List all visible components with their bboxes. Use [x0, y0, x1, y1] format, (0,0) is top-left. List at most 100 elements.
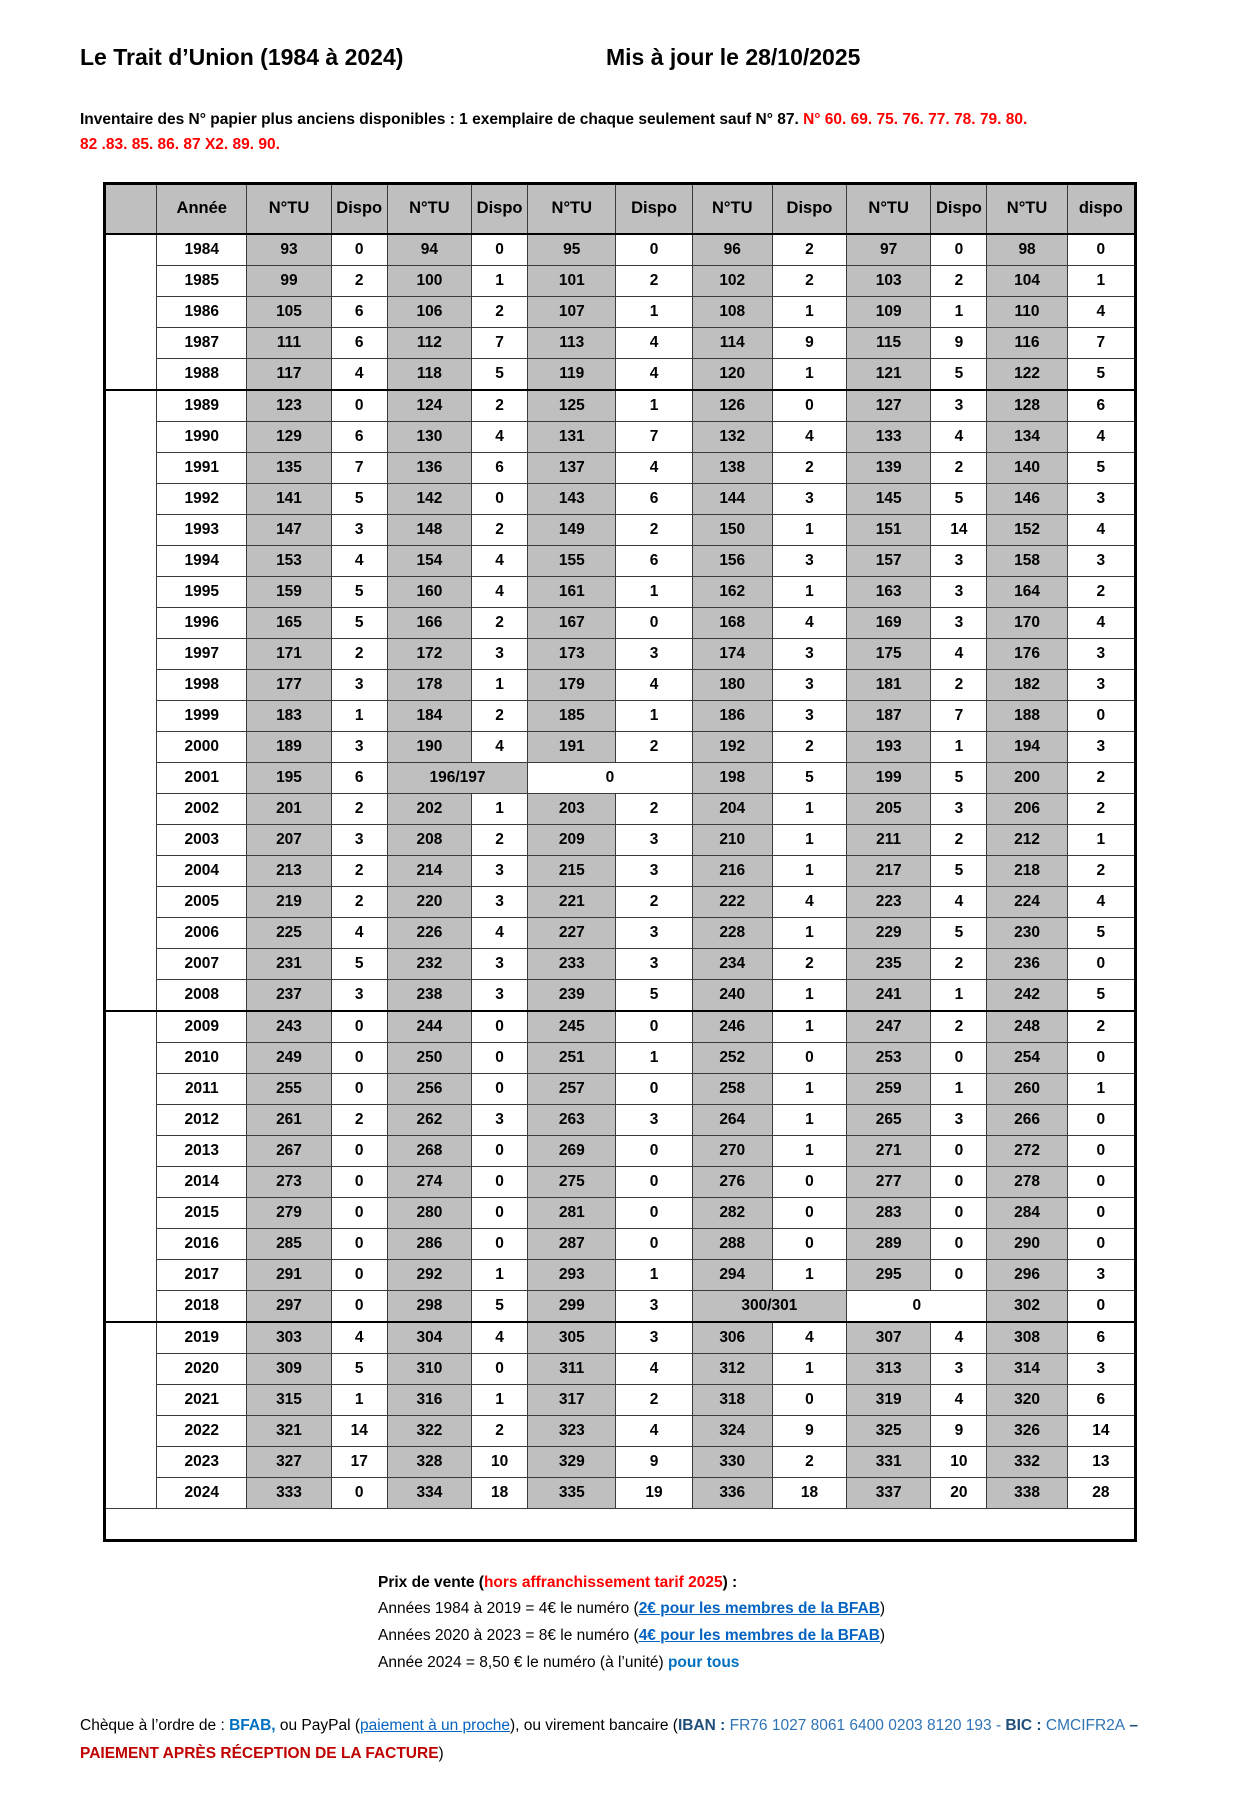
cell-numero-tu: 224 — [986, 885, 1068, 918]
cell-dispo: 5 — [930, 761, 988, 794]
cell-numero-tu: 273 — [246, 1165, 332, 1198]
cell-numero-tu: 211 — [846, 823, 932, 856]
cell-dispo: 2 — [471, 1414, 529, 1447]
cell-numero-tu: 175 — [846, 637, 932, 670]
cell-numero-tu: 130 — [386, 420, 473, 453]
cell-dispo: 2 — [615, 730, 693, 763]
table-row-1998: 1998 177 3 178 1 179 4 180 3 181 2 182 3 — [105, 668, 1137, 701]
cell-numero-tu: 165 — [246, 606, 332, 639]
cell-numero-tu: 151 — [846, 513, 932, 546]
cell-dispo: 0 — [1066, 1134, 1137, 1167]
cell-year: 1988 — [156, 357, 248, 391]
cell-numero-tu: 191 — [527, 730, 617, 763]
cell-numero-tu: 258 — [691, 1072, 773, 1105]
column-header-ntu-6: N°TU — [527, 182, 617, 235]
cell-dispo: 0 — [1066, 1227, 1137, 1260]
cell-dispo: 0 — [771, 1383, 848, 1416]
cell-numero-tu: 110 — [986, 295, 1068, 328]
cell-numero-tu: 171 — [246, 637, 332, 670]
paypal-link[interactable]: paiement à un proche — [360, 1717, 510, 1735]
cell-numero-tu: 302 — [986, 1289, 1068, 1323]
table-row-1999: 1999 183 1 184 2 185 1 186 3 187 7 188 0 — [105, 699, 1137, 732]
cell-numero-tu: 263 — [527, 1103, 617, 1136]
cell-dispo: 4 — [1066, 606, 1137, 639]
cell-dispo: 3 — [615, 1320, 693, 1354]
cell-numero-tu: 178 — [386, 668, 473, 701]
member-price-link-1984-2019[interactable]: 2€ pour les membres de la BFAB — [638, 1600, 880, 1618]
cell-year: 1989 — [156, 388, 248, 422]
cell-numero-tu: 239 — [527, 978, 617, 1012]
cell-numero-tu: 139 — [846, 451, 932, 484]
cell-numero-tu: 274 — [386, 1165, 473, 1198]
cell-numero-tu: 306 — [691, 1320, 773, 1354]
cell-numero-tu: 148 — [386, 513, 473, 546]
cell-year: 2024 — [156, 1476, 248, 1509]
cell-year: 2009 — [156, 1009, 248, 1043]
table-row-1997: 1997 171 2 172 3 173 3 174 3 175 4 176 3 — [105, 637, 1137, 670]
cell-numero-tu: 206 — [986, 792, 1068, 825]
cell-dispo: 1 — [771, 1103, 848, 1136]
column-header-ntu-12: N°TU — [986, 182, 1068, 235]
cell-dispo: 0 — [471, 1227, 529, 1260]
cell-numero-tu: 122 — [986, 357, 1068, 391]
cell-numero-tu: 333 — [246, 1476, 332, 1509]
cell-numero-tu: 317 — [527, 1383, 617, 1416]
pricing-title-end: ) : — [722, 1573, 738, 1591]
cell-dispo: 0 — [527, 761, 693, 794]
cell-dispo: 3 — [471, 1103, 529, 1136]
table-body: 1984 93 0 94 0 95 0 96 2 97 0 98 0 1985 99 2 100 1 101 2 102… — [103, 232, 1137, 1541]
cell-numero-tu: 238 — [386, 978, 473, 1012]
cell-numero-tu: 324 — [691, 1414, 773, 1447]
cell-dispo: 6 — [471, 451, 529, 484]
cell-numero-tu: 125 — [527, 388, 617, 422]
cell-numero-tu: 305 — [527, 1320, 617, 1354]
cell-dispo: 2 — [471, 388, 529, 422]
member-price-link-2020-2023[interactable]: 4€ pour les membres de la BFAB — [638, 1626, 880, 1644]
cell-dispo: 2 — [615, 264, 693, 297]
cell-dispo: 5 — [930, 357, 988, 391]
cell-dispo: 0 — [471, 232, 529, 266]
payment-bfab: BFAB, — [229, 1717, 276, 1735]
cell-year: 2001 — [156, 761, 248, 794]
cell-dispo: 3 — [330, 668, 388, 701]
cell-dispo: 5 — [330, 1352, 388, 1385]
cell-numero-tu: 212 — [986, 823, 1068, 856]
cell-dispo: 0 — [615, 606, 693, 639]
cell-dispo: 3 — [771, 699, 848, 732]
table-row-2016: 2016 285 0 286 0 287 0 288 0 289 0 290 0 — [105, 1227, 1137, 1260]
price-1984-2019: Années 1984 à 2019 = 4€ le numéro ( — [378, 1600, 639, 1618]
cell-dispo: 4 — [330, 357, 388, 391]
cell-numero-tu: 327 — [246, 1445, 332, 1478]
table-row-2008: 2008 237 3 238 3 239 5 240 1 241 1 242 5 — [105, 978, 1137, 1012]
cell-dispo: 6 — [330, 420, 388, 453]
cell-numero-tu: 107 — [527, 295, 617, 328]
cell-numero-tu: 149 — [527, 513, 617, 546]
cell-dispo: 5 — [471, 357, 529, 391]
cell-dispo: 4 — [1066, 885, 1137, 918]
table-row-1991: 1991 135 7 136 6 137 4 138 2 139 2 140 5 — [105, 451, 1137, 484]
cell-numero-tu: 244 — [386, 1009, 473, 1043]
cell-year: 1998 — [156, 668, 248, 701]
cell-dispo: 0 — [1066, 1289, 1137, 1323]
cell-dispo: 3 — [771, 668, 848, 701]
cell-dispo: 0 — [1066, 947, 1137, 980]
cell-dispo: 3 — [930, 1352, 988, 1385]
table-row-2003: 2003 207 3 208 2 209 3 210 1 211 2 212 1 — [105, 823, 1137, 856]
cell-numero-tu: 249 — [246, 1041, 332, 1074]
cell-year: 2000 — [156, 730, 248, 763]
cell-dispo: 5 — [1066, 916, 1137, 949]
cell-numero-tu: 187 — [846, 699, 932, 732]
cell-numero-tu: 231 — [246, 947, 332, 980]
cell-dispo: 3 — [930, 606, 988, 639]
cell-dispo: 6 — [1066, 1383, 1137, 1416]
cell-dispo: 1 — [615, 1041, 693, 1074]
cell-dispo: 2 — [330, 885, 388, 918]
cell-numero-tu: 293 — [527, 1258, 617, 1291]
cell-numero-tu: 193 — [846, 730, 932, 763]
cell-dispo: 0 — [330, 232, 388, 266]
cell-numero-tu: 140 — [986, 451, 1068, 484]
cell-numero-tu: 256 — [386, 1072, 473, 1105]
cell-numero-tu: 260 — [986, 1072, 1068, 1105]
cell-numero-tu: 194 — [986, 730, 1068, 763]
cell-dispo: 6 — [330, 295, 388, 328]
